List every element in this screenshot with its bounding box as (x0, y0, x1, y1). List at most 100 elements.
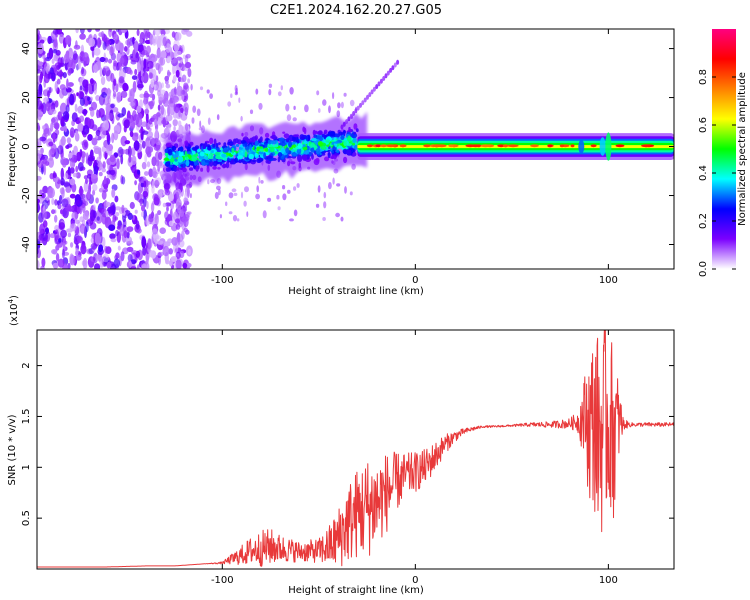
band-cell (333, 153, 340, 156)
band-cell (173, 165, 178, 172)
noise-cell (82, 203, 86, 214)
noise-cell (102, 253, 110, 263)
noise-cell (47, 35, 52, 45)
noise-cell (57, 145, 64, 155)
noise-cell (66, 63, 72, 70)
noise-cell (232, 215, 238, 222)
band-cell (314, 130, 318, 134)
noise-cell (139, 38, 144, 44)
band-cell (343, 129, 346, 137)
noise-cell (109, 154, 116, 163)
band-cell (167, 148, 173, 156)
noise-cell (75, 199, 81, 205)
noise-cell (173, 39, 180, 52)
band-cell (333, 141, 340, 144)
noise-cell (122, 218, 127, 228)
band-cell (208, 153, 214, 160)
band-cell (259, 136, 263, 143)
noise-cell (60, 126, 66, 131)
carrier-peak (386, 144, 396, 148)
snr-scale-exponent: 4 (7, 298, 15, 303)
band-cell (324, 156, 330, 162)
band-cell (212, 160, 218, 167)
noise-cell (54, 199, 58, 206)
noise-cell (96, 37, 102, 48)
noise-cell (111, 132, 115, 144)
noise-cell (116, 92, 122, 103)
figure-title: C2E1.2024.162.20.27.G05 (270, 3, 442, 18)
band-cell (267, 155, 273, 160)
noise-cell (190, 83, 193, 91)
noise-cell (154, 137, 159, 143)
noise-cell (87, 96, 91, 102)
noise-cell (91, 124, 98, 131)
noise-cell (227, 101, 232, 107)
carrier-peak (590, 144, 597, 148)
noise-cell (75, 251, 78, 256)
noise-cell (92, 184, 98, 191)
carrier-peak (366, 144, 374, 148)
noise-cell (110, 72, 115, 83)
noise-cell (113, 258, 121, 269)
streak-cell (384, 73, 388, 79)
snr-x-ticks: -100 0 100 (211, 330, 618, 586)
noise-cell (289, 87, 294, 95)
snr-x-axis-title: Height of straight line (km) (288, 585, 424, 596)
noise-cell (96, 109, 99, 119)
noise-cell (75, 254, 82, 261)
snr-line (37, 330, 674, 568)
noise-cell (173, 50, 177, 58)
band-cell (258, 146, 264, 149)
noise-cell (105, 88, 112, 95)
noise-cell (47, 71, 51, 80)
noise-cell (145, 146, 151, 156)
noise-cell (143, 180, 147, 188)
noise-cell (167, 56, 172, 63)
noise-cell (172, 74, 177, 83)
band-cell (182, 167, 187, 173)
x-tick-label: 100 (599, 275, 618, 286)
carrier-peak (502, 144, 509, 148)
band-cell (215, 142, 219, 149)
noise-cell (129, 130, 134, 138)
noise-cell (246, 211, 249, 218)
noise-cell (136, 192, 143, 203)
noise-cell (344, 186, 347, 194)
noise-cell (206, 89, 210, 94)
noise-cell (141, 140, 146, 149)
noise-cell (322, 217, 326, 221)
band-cell (214, 151, 221, 156)
spectrogram-x-axis-title: Height of straight line (km) (288, 286, 424, 297)
band-cell (311, 138, 317, 142)
band-cell (221, 153, 227, 158)
noise-cell (134, 132, 139, 137)
band-cell (164, 152, 168, 156)
spectrogram-heatmap (37, 29, 674, 269)
noise-cell (71, 112, 78, 122)
noise-cell (131, 155, 137, 166)
noise-cell (90, 108, 95, 117)
band-cell (189, 141, 194, 146)
band-cell (163, 157, 169, 161)
band-cell (201, 160, 206, 166)
noise-cell (104, 57, 109, 63)
noise-cell (167, 69, 170, 78)
band-cell (351, 143, 356, 146)
streak-cell (389, 67, 393, 73)
band-cell (302, 144, 306, 148)
noise-cell (154, 35, 162, 46)
band-cell (343, 156, 348, 164)
noise-cell (39, 136, 47, 142)
carrier-peak (615, 144, 625, 148)
band-cell (175, 150, 179, 158)
band-cell (307, 134, 311, 142)
noise-cell (187, 187, 190, 199)
noise-cell (129, 101, 136, 107)
carrier-peak (375, 144, 382, 148)
noise-cell (158, 160, 163, 169)
band-cell (191, 155, 198, 162)
band-cell (189, 167, 194, 171)
noise-cell (262, 210, 267, 219)
band-cell (281, 142, 286, 146)
noise-cell (176, 233, 184, 243)
